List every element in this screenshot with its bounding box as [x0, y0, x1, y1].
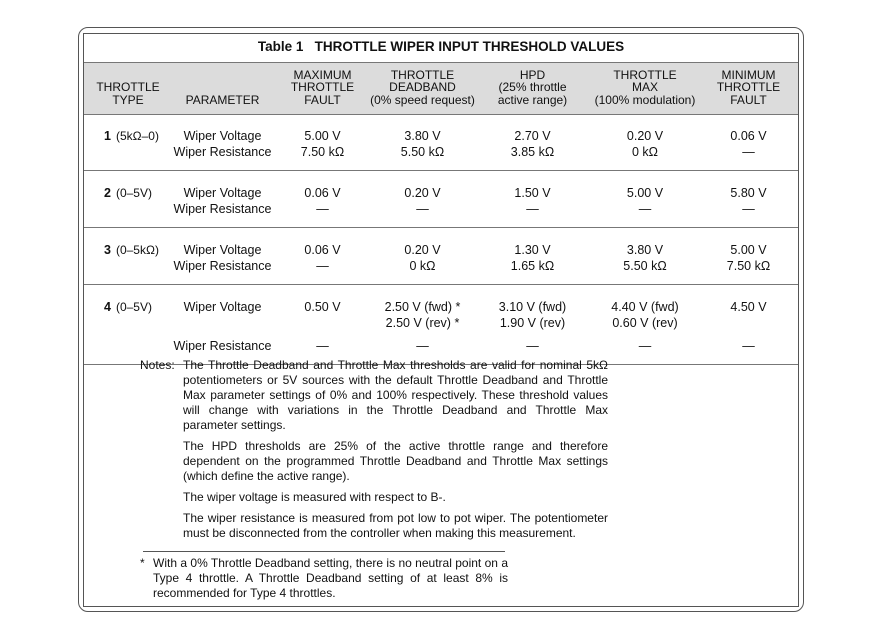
cell-value: 3.80 V: [626, 243, 664, 257]
header-text: MAX: [631, 80, 658, 94]
outer-frame: [78, 27, 804, 612]
row-separator: [84, 364, 798, 365]
note-paragraph: The HPD thresholds are 25% of the active…: [183, 439, 608, 483]
cell-value: 0.50 V: [304, 300, 341, 314]
cell-value: —: [742, 339, 755, 353]
note-paragraph: The Throttle Deadband and Throttle Max t…: [183, 358, 608, 432]
header-band: [84, 62, 798, 115]
type-detail: (0–5kΩ): [115, 243, 159, 257]
cell-value: 7.50 kΩ: [726, 259, 771, 273]
header-text: THROTTLE: [290, 80, 355, 94]
cell-value: 5.50 kΩ: [400, 145, 445, 159]
notes-label: Notes:: [140, 358, 175, 372]
header-text: DEADBAND: [389, 80, 456, 94]
header-text: (100% modulation): [594, 92, 696, 107]
cell-value: —: [316, 202, 329, 216]
cell-value: 5.00 V: [304, 129, 341, 143]
cell-value: 0 kΩ: [631, 145, 659, 159]
inner-frame: [83, 33, 799, 607]
cell-value: 0.20 V: [404, 243, 441, 257]
cell-value: —: [526, 339, 539, 353]
cell-value: 5.00 V: [730, 243, 767, 257]
parameter: Wiper Resistance: [173, 259, 272, 273]
throttle-type: 1 (5kΩ–0): [104, 128, 159, 144]
parameter: Wiper Voltage: [183, 300, 262, 314]
cell-value: 4.40 V (fwd): [611, 300, 679, 314]
parameter: Wiper Voltage: [183, 243, 262, 257]
footnote-text: With a 0% Throttle Deadband setting, the…: [153, 556, 508, 600]
type-detail: (5kΩ–0): [115, 129, 159, 143]
type-number: 1: [104, 129, 111, 143]
throttle-type: 3 (0–5kΩ): [104, 242, 159, 258]
cell-value: 3.80 V: [404, 129, 441, 143]
parameter: Wiper Resistance: [173, 339, 272, 353]
header-text: THROTTLE: [613, 67, 677, 82]
cell-value: 3.10 V (fwd): [498, 300, 567, 314]
cell-value: 4.50 V: [730, 300, 767, 314]
cell-value: —: [526, 202, 539, 216]
row-separator: [84, 284, 798, 285]
header-text: FAULT: [730, 92, 767, 107]
footnote-marker: *: [140, 556, 145, 570]
header-text: THROTTLE: [96, 80, 160, 94]
type-number: 2: [104, 186, 111, 200]
header-text: PARAMETER: [185, 92, 260, 107]
cell-value: 0.60 V (rev): [612, 316, 678, 330]
header-text: THROTTLE: [716, 80, 781, 94]
cell-value: 3.85 kΩ: [510, 145, 555, 159]
cell-value: 2.70 V: [514, 129, 551, 143]
cell-value: —: [638, 339, 652, 353]
cell-value: 2.50 V (rev) *: [385, 316, 460, 330]
cell-value: 0 kΩ: [409, 259, 436, 273]
header-text: active range): [497, 92, 568, 107]
cell-value: —: [316, 259, 329, 273]
cell-value: 1.90 V (rev): [499, 316, 566, 330]
header-text: (0% speed request): [370, 92, 475, 107]
header-text: THROTTLE: [390, 67, 455, 82]
parameter: Wiper Resistance: [173, 145, 272, 159]
header-text: HPD: [519, 67, 546, 82]
cell-value: 5.00 V: [626, 186, 664, 200]
cell-value: 2.50 V (fwd) *: [384, 300, 461, 314]
cell-value: —: [316, 339, 329, 353]
type-detail: (0–5V): [115, 186, 152, 200]
cell-value: 0.06 V: [304, 186, 341, 200]
header-text: TYPE: [112, 92, 144, 107]
type-number: 4: [104, 300, 111, 314]
note-paragraph: The wiper resistance is measured from po…: [183, 511, 608, 540]
parameter: Wiper Voltage: [183, 129, 262, 143]
header-text: MINIMUM: [721, 67, 776, 82]
cell-value: 1.50 V: [514, 186, 551, 200]
notes: The Throttle Deadband and Throttle Max t…: [183, 358, 608, 547]
cell-value: 5.80 V: [730, 186, 767, 200]
row-separator: [84, 170, 798, 171]
cell-value: —: [416, 202, 429, 216]
throttle-type: 4 (0–5V): [104, 299, 152, 315]
cell-value: —: [416, 339, 429, 353]
type-detail: (0–5V): [115, 300, 152, 314]
header-text: FAULT: [304, 92, 341, 107]
cell-value: —: [742, 145, 755, 159]
cell-value: 0.06 V: [730, 129, 767, 143]
cell-value: —: [742, 202, 755, 216]
cell-value: —: [638, 202, 652, 216]
cell-value: 0.06 V: [304, 243, 341, 257]
cell-value: 0.20 V: [626, 129, 664, 143]
header-text: MAXIMUM: [293, 67, 352, 82]
throttle-type: 2 (0–5V): [104, 185, 152, 201]
cell-value: 1.30 V: [514, 243, 551, 257]
parameter: Wiper Resistance: [173, 202, 272, 216]
type-number: 3: [104, 243, 111, 257]
note-paragraph: The wiper voltage is measured with respe…: [183, 490, 446, 504]
row-separator: [84, 227, 798, 228]
footnote-rule: [143, 551, 505, 552]
cell-value: 0.20 V: [404, 186, 441, 200]
cell-value: 7.50 kΩ: [300, 145, 345, 159]
table-title: Table 1 THROTTLE WIPER INPUT THRESHOLD V…: [257, 39, 625, 54]
parameter: Wiper Voltage: [183, 186, 262, 200]
cell-value: 1.65 kΩ: [510, 259, 555, 273]
cell-value: 5.50 kΩ: [623, 259, 667, 273]
header-text: (25% throttle: [498, 80, 567, 94]
